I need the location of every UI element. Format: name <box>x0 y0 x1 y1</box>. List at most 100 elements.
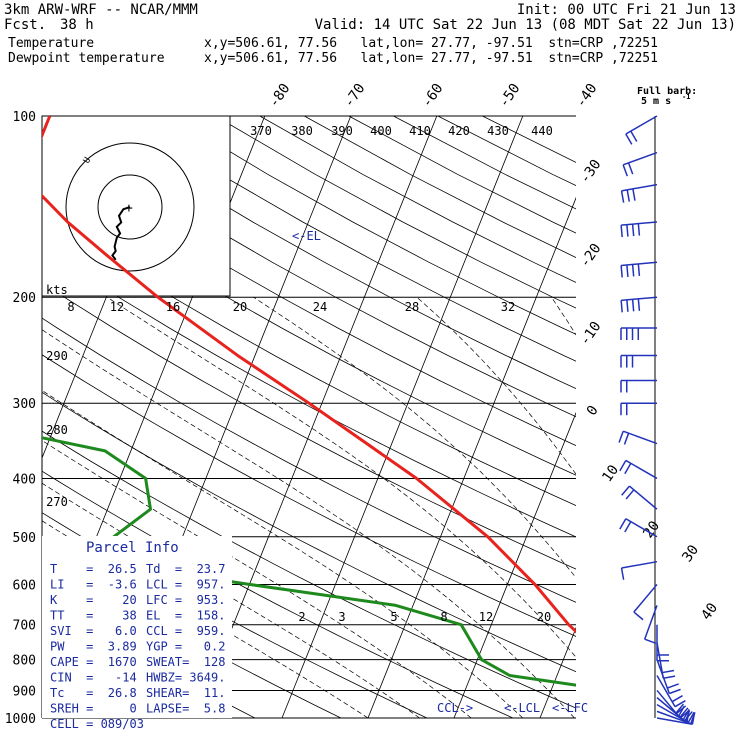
pressure-label: 1000 <box>5 712 36 727</box>
wind-barb-staff <box>621 183 658 192</box>
parcel-info-row-left: TT = 38 <box>50 609 137 623</box>
theta-e-label: 400 <box>370 124 392 138</box>
mixing-ratio-label: 20 <box>537 610 551 624</box>
wind-barb-staff <box>643 605 658 640</box>
wind-barb <box>643 605 658 645</box>
dry-adiabat-line <box>215 116 576 309</box>
wind-barb-feather <box>620 567 625 580</box>
isotherm-label: -70 <box>341 81 369 111</box>
dewpoint-label: Dewpoint temperature <box>8 51 165 66</box>
wind-barb-staff <box>621 560 658 569</box>
parcel-info-row-left: T = 26.5 <box>50 562 137 576</box>
wind-barb-feather <box>625 489 635 500</box>
wind-barb-feather <box>632 188 636 201</box>
dry-adiabat-line <box>81 116 576 390</box>
hodograph-speed-label: 32 <box>501 300 515 314</box>
wind-barb-feather <box>620 225 623 238</box>
dry-adiabat-line <box>304 116 576 258</box>
sounding-traces <box>42 116 576 687</box>
dewpoint-location: x,y=506.61, 77.56 lat,lon= 27.77, -97.51… <box>204 51 658 66</box>
wind-barb-feather <box>633 611 644 621</box>
pressure-label: 900 <box>13 684 36 699</box>
wind-barb-feather <box>690 712 696 724</box>
wind-barb-feather <box>619 460 627 472</box>
parcel-info-row-left: K = 20 <box>50 593 137 607</box>
wind-barb-staff <box>656 675 676 708</box>
isotherm-line <box>195 116 438 718</box>
hodograph-trace <box>111 206 131 261</box>
wind-barb-feather <box>627 162 634 175</box>
isotherm-label: 30 <box>679 542 702 565</box>
temperature-label: Temperature <box>8 36 95 51</box>
isotherm-label: -60 <box>419 81 447 111</box>
barb-legend-units: 5 m s <box>641 96 671 107</box>
wind-barb-feather <box>626 189 631 202</box>
isotherm-line <box>626 116 740 718</box>
wind-barb-staff <box>622 430 658 445</box>
wind-barb <box>620 296 658 313</box>
hodograph-ring <box>65 142 195 272</box>
isotherm-line <box>453 411 576 718</box>
hodograph-start-mark: U <box>82 156 93 166</box>
theta-e-label: 430 <box>487 124 509 138</box>
dry-adiabat-line <box>42 247 576 538</box>
parcel-info-row-right: LAPSE= 5.8 <box>146 702 225 716</box>
hodograph-speed-label: 28 <box>405 300 419 314</box>
hodograph: +U <box>41 115 231 297</box>
wind-barb <box>656 624 669 662</box>
barb-legend-exponent: -1 <box>682 93 690 101</box>
wind-barb-feather <box>675 705 687 715</box>
parcel-info-row-right: LCL = 957. <box>146 578 225 592</box>
parcel-info-row-right: LFC = 953. <box>146 593 225 607</box>
isotherm-line <box>367 196 576 718</box>
hodograph-ring <box>97 174 163 240</box>
wind-barb-feather <box>621 485 630 496</box>
isotherm-label: 40 <box>698 600 721 623</box>
temperature-location: x,y=506.61, 77.56 lat,lon= 27.77, -97.51… <box>204 36 658 51</box>
dry-adiabat-line <box>42 391 576 673</box>
parcel-info-row-right: SWEAT= 128 <box>146 655 225 669</box>
wind-barb-feather <box>675 703 685 714</box>
parcel-info-row-left: PW = 3.89 <box>50 640 137 654</box>
theta-e-label: 390 <box>331 124 353 138</box>
hodograph-speed-label: 8 <box>67 300 74 314</box>
dry-adiabat-line <box>42 118 576 418</box>
wind-barb-feather <box>619 518 627 530</box>
parcel-info-title: Parcel Info <box>86 540 179 556</box>
wind-barb-feather <box>625 133 633 145</box>
pressure-label: 500 <box>13 531 36 546</box>
parcel-info-panel: Parcel Info T = 26.5 Td = 23.7 LI = -3.6 LC… <box>42 536 232 731</box>
wind-barb-feather <box>622 164 628 177</box>
parcel-info-row-left: CELL = 089/03 <box>50 717 144 731</box>
wind-barb <box>620 354 657 368</box>
wind-barb-staff <box>625 115 658 135</box>
theta-label: 270 <box>46 495 68 509</box>
temperature-trace <box>42 116 576 634</box>
wind-barb-feather <box>679 709 690 719</box>
parcel-info-row-right: EL = 158. <box>146 609 225 623</box>
wind-barb-staff <box>656 717 693 725</box>
dry-adiabat-line <box>437 116 576 186</box>
parcel-info-row-left: Tc = 26.8 <box>50 686 137 700</box>
wind-barb <box>620 327 657 341</box>
wind-barb-feather <box>684 711 693 722</box>
wind-barb-feather <box>671 695 683 703</box>
dry-adiabat-line <box>42 149 576 447</box>
parcel-info-row-right: SHEAR= 11. <box>146 686 225 700</box>
forecast-hour: 38 h <box>60 17 94 33</box>
wind-barb-feather <box>620 300 623 313</box>
wind-barb <box>620 402 657 416</box>
dry-adiabat-line <box>482 116 576 163</box>
wind-barb-staff <box>656 689 681 719</box>
dewpoint-trace <box>42 436 576 687</box>
wind-barb <box>621 485 658 510</box>
wind-barb-feather <box>687 711 695 723</box>
wind-barb-feather <box>626 264 629 277</box>
wind-barb <box>622 151 658 177</box>
moist-adiabat-line <box>253 296 576 579</box>
wind-barb-feather <box>624 462 632 475</box>
parcel-info-row-left: CIN = -14 <box>50 671 137 685</box>
pressure-label: 300 <box>13 397 36 412</box>
